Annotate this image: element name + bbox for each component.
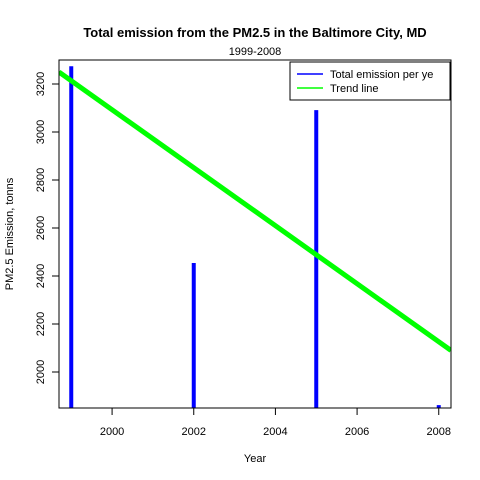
y-tick-label-2800: 2800 [35,168,47,192]
y-axis: 2000 2200 2400 2600 2800 3000 3200 [35,72,59,384]
legend: Total emission per ye Trend line [289,61,451,101]
x-axis: 2000 2002 2004 2006 2008 [100,408,451,438]
y-tick-label-3200: 3200 [35,72,47,96]
y-tick-label-2600: 2600 [35,216,47,240]
x-tick-label-2008: 2008 [427,426,451,438]
chart-subtitle: 1999-2008 [229,46,282,58]
x-tick-label-2000: 2000 [100,426,124,438]
legend-box [289,61,451,101]
x-tick-label-2006: 2006 [345,426,369,438]
legend-label-trend: Trend line [330,83,379,95]
y-tick-label-2200: 2200 [35,312,47,336]
legend-label-bars: Total emission per ye [330,69,433,81]
trend-line [59,69,451,353]
x-tick-label-2002: 2002 [182,426,206,438]
plot-area [59,66,451,408]
y-tick-label-2000: 2000 [35,360,47,384]
plot-marks [59,66,451,408]
y-axis-label: PM2.5 Emission, tonns [4,177,16,290]
chart-title: Total emission from the PM2.5 in the Bal… [83,25,426,40]
x-axis-label: Year [244,453,267,465]
y-tick-label-3000: 3000 [35,120,47,144]
x-tick-label-2004: 2004 [263,426,287,438]
plot-frame [58,59,452,409]
y-tick-label-2400: 2400 [35,264,47,288]
